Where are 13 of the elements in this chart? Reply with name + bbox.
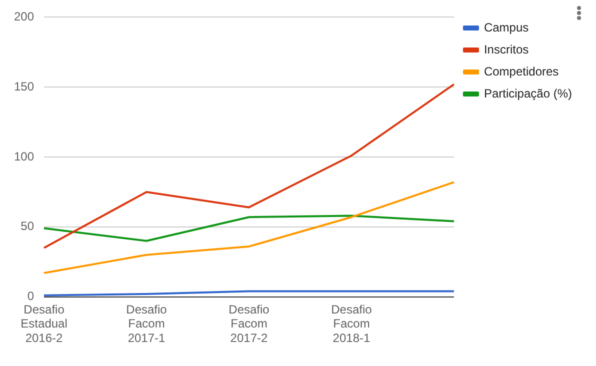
y-tick-label: 0 xyxy=(27,289,34,304)
x-tick-label: Desafio Facom 2017-2 xyxy=(228,302,270,346)
legend-label: Competidores xyxy=(484,64,559,78)
x-tick-label: Desafio Facom 2018-1 xyxy=(331,302,372,346)
y-tick-label: 50 xyxy=(20,219,34,234)
legend-label: Participação (%) xyxy=(484,86,572,100)
legend-label: Inscritos xyxy=(484,42,529,56)
y-tick-label: 200 xyxy=(14,10,34,24)
y-tick-label: 100 xyxy=(14,149,34,164)
legend-label: Campus xyxy=(484,20,529,34)
x-tick-label: Desafio Estadual 2016-2 xyxy=(20,302,68,346)
y-tick-label: 150 xyxy=(14,79,34,94)
x-tick-label: Desafio Facom 2017-1 xyxy=(126,302,168,346)
